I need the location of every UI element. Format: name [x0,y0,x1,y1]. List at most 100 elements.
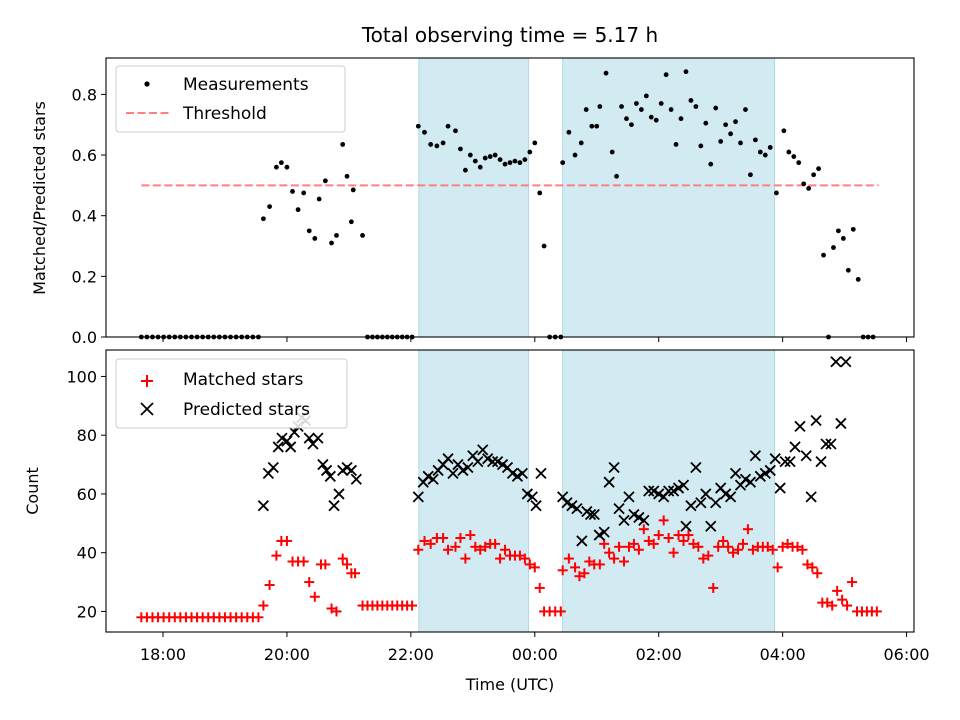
predicted-stars-point-52 [571,502,583,515]
measurements-point-25 [278,160,284,166]
predicted-stars-point-44 [516,467,529,480]
measurements-point-73 [532,140,538,146]
measurements-point-53 [428,142,434,147]
measurements-point-34 [329,240,334,246]
matched-stars-point-22 [258,600,269,611]
measurements-point-85 [594,123,600,129]
bot-y-tick-label-1: 40 [77,544,97,563]
bottom-shaded-regions [418,349,776,633]
measurements-point-26 [284,164,290,170]
matched-stars-point-102 [673,530,684,541]
measurements-point-101 [673,142,679,147]
measurements-point-107 [703,120,709,126]
matched-stars-point-35 [331,606,342,617]
measurements-legend-marker [144,81,150,87]
matched-stars-point-88 [604,547,615,558]
predicted-stars-point-93 [769,453,781,465]
predicted-stars-point-47 [530,500,542,512]
measurements-point-103 [683,69,689,75]
matched-stars-point-130 [812,568,823,579]
matched-stars-point-66 [495,553,506,564]
measurements-point-95 [643,93,649,99]
measurements-point-37 [344,173,350,179]
measurements-point-30 [306,228,312,234]
predicted-stars-legend-marker [140,402,154,416]
matched-stars-point-86 [594,559,605,570]
top-y-tick-label-4: 0.8 [72,85,97,104]
top-legend-box [115,65,346,133]
measurements-point-68 [507,160,513,166]
measurements-point-120 [767,145,773,150]
matched-stars-point-57 [450,541,461,552]
matched-stars-point-121 [767,544,778,555]
predicted-stars-point-38 [487,455,499,468]
measurements-point-136 [850,226,856,232]
matched-stars-point-29 [298,556,309,567]
measurements-point-86 [597,104,603,109]
top-y-tick-label-3: 0.6 [72,146,97,165]
predicted-stars-point-105 [830,356,842,368]
bot-y-tick-label-4: 100 [66,367,97,386]
predicted-stars-point-17 [328,500,340,512]
matched-stars-point-98 [653,530,664,541]
matched-stars-point-116 [742,524,753,535]
measurements-point-32 [316,196,322,202]
measurements-point-62 [477,164,483,170]
matched-stars-point-37 [342,559,353,570]
matched-stars-point-21 [253,612,264,623]
measurements-point-125 [796,160,802,166]
matched-stars-point-50 [407,600,418,611]
matched-stars-point-104 [683,530,694,541]
matched-stars-point-30 [304,577,315,588]
bot-y-tick-label-3: 80 [77,426,97,445]
measurements-point-64 [487,154,493,159]
measurements-point-54 [434,143,440,149]
matched-stars-point-73 [529,562,540,573]
matched-stars-point-95 [638,524,649,535]
matched-stars-point-94 [633,544,644,555]
top-legend: Measurements Threshold [115,65,346,133]
predicted-stars-point-35 [472,455,484,468]
measurements-point-71 [522,157,528,162]
measurements-point-108 [708,161,714,167]
matched-stars-point-33 [320,559,331,570]
matched-stars-point-71 [519,553,530,564]
measurements-point-72 [527,149,533,155]
matched-stars-point-137 [847,577,858,588]
measurements-point-24 [273,164,279,170]
matched-stars-point-109 [708,582,719,593]
matched-stars-point-79 [557,565,568,576]
measurements-point-22 [260,216,266,222]
x-tick-label-0: 18:00 [140,645,186,664]
measurements-point-132 [831,245,836,250]
matched-stars-point-97 [648,538,659,549]
matched-stars-point-100 [663,533,674,543]
measurements-point-60 [467,152,473,158]
matched-stars-point-133 [827,600,838,611]
measurements-point-28 [295,207,301,213]
measurements-point-84 [589,123,595,129]
top-y-tick-label-2: 0.4 [72,207,97,226]
measurements-point-74 [537,190,543,196]
predicted-stars-point-107 [840,356,852,368]
predicted-stars-point-106 [835,417,847,430]
predicted-stars-point-76 [685,500,697,512]
matched-stars-point-58 [455,533,466,543]
measurements-point-39 [350,187,356,193]
predicted-stars-point-15 [320,464,333,477]
measurements-point-118 [757,149,763,155]
measurements-point-66 [497,157,503,162]
predicted-stars-point-77 [690,461,702,474]
matched-stars-point-111 [718,535,729,546]
predicted-stars-point-100 [805,491,817,503]
predicted-stars-point-97 [789,441,801,453]
measurements-point-63 [482,155,488,161]
matched-stars-point-103 [678,535,689,546]
x-tick-label-2: 22:00 [388,645,434,664]
matched-stars-point-53 [425,538,436,549]
measurements-point-69 [512,158,518,164]
matched-stars-point-56 [443,544,454,555]
predicted-stars-point-49 [557,491,569,503]
matched-stars-point-93 [628,538,639,549]
matched-stars-point-52 [419,535,430,546]
